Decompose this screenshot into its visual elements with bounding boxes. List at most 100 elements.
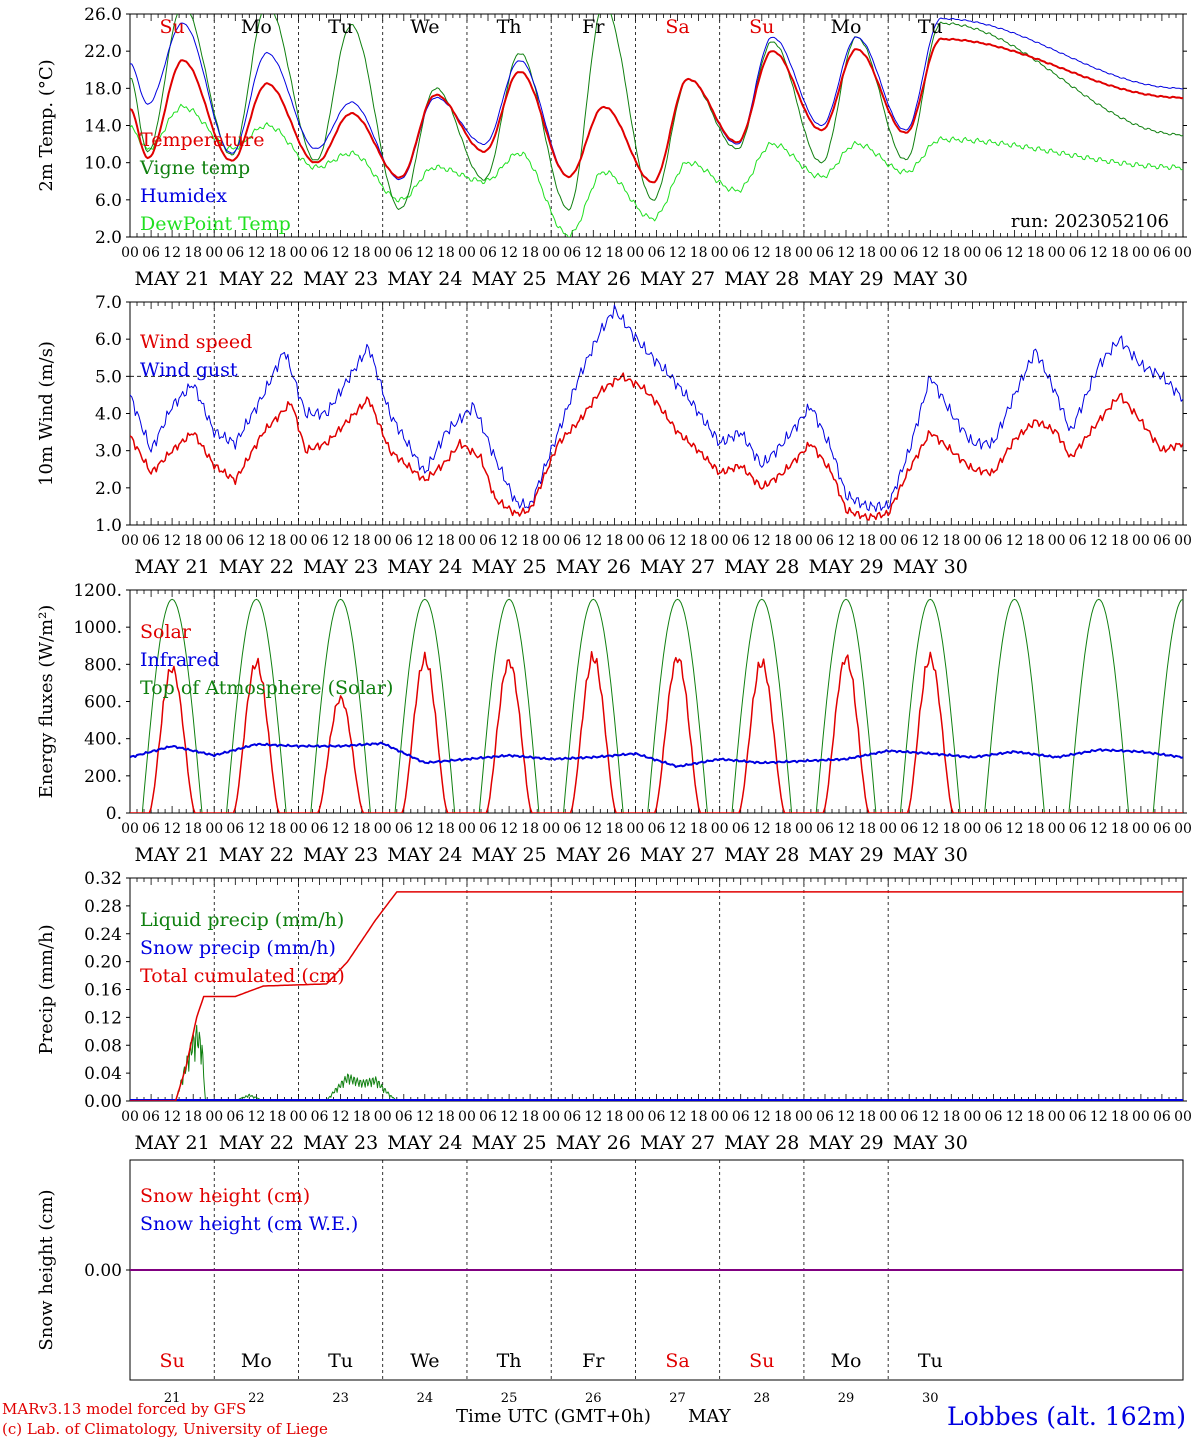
weekday-label: Tu — [918, 16, 943, 38]
hour-tick-label: 18 — [858, 533, 876, 549]
day-label: MAY 22 — [219, 556, 294, 578]
panel-5: 0.00 Snow height (cm) Su Mo Tu We Th Fr Sa Su Mo Tu… — [36, 1159, 1184, 1406]
hour-tick-label: 00 — [879, 245, 897, 261]
hour-tick-label: 12 — [332, 245, 350, 261]
y-axis-label: 10m Wind (m/s) — [36, 341, 57, 486]
hour-tick-label: 18 — [1027, 533, 1045, 549]
day-label: MAY 22 — [219, 844, 294, 866]
hour-tick-label: 00 — [711, 245, 729, 261]
weekday-label: Mo — [831, 1350, 862, 1372]
hour-tick-label: 06 — [648, 533, 666, 549]
hour-tick-label: 12 — [753, 821, 771, 837]
hour-tick-label: 12 — [163, 245, 181, 261]
hour-tick-label: 12 — [837, 821, 855, 837]
hour-tick-label: 00 — [627, 821, 645, 837]
day-label: MAY 26 — [556, 1132, 631, 1154]
hour-tick-label: 00 — [627, 245, 645, 261]
hour-tick-label: 00 — [1132, 245, 1150, 261]
y-tick-label: 10.0 — [84, 154, 122, 174]
hour-tick-label: 00 — [121, 821, 139, 837]
day-label: MAY 25 — [471, 268, 546, 290]
hour-tick-label: 12 — [416, 533, 434, 549]
run-label: run: 2023052106 — [1011, 211, 1169, 232]
day-number-label: 27 — [669, 1391, 686, 1406]
hour-tick-label: 00 — [963, 821, 981, 837]
hour-tick-label: 06 — [648, 821, 666, 837]
hour-tick-label: 06 — [816, 533, 834, 549]
hour-tick-label: 18 — [184, 245, 202, 261]
day-label: MAY 27 — [640, 268, 715, 290]
hour-tick-label: 12 — [921, 821, 939, 837]
y-tick-label: 5.0 — [95, 367, 122, 387]
day-label: MAY 21 — [135, 1132, 210, 1154]
y-tick-label: 7.0 — [95, 293, 122, 313]
series-vigne-temp — [130, 14, 1183, 211]
day-label: MAY 22 — [219, 1132, 294, 1154]
weekday-label: Su — [159, 16, 184, 38]
day-label: MAY 25 — [471, 1132, 546, 1154]
y-axis-label: Snow height (cm) — [36, 1189, 57, 1350]
hour-tick-label: 06 — [816, 245, 834, 261]
hour-tick-label: 00 — [205, 245, 223, 261]
y-tick-label: 0.00 — [84, 1092, 122, 1112]
hour-tick-label: 00 — [458, 821, 476, 837]
hour-tick-label: 06 — [900, 245, 918, 261]
hour-tick-label: 06 — [395, 821, 413, 837]
hour-tick-label: 18 — [774, 821, 792, 837]
hour-tick-label: 00 — [1048, 245, 1066, 261]
series-temperature — [130, 37, 1183, 184]
hour-tick-label: 18 — [1111, 245, 1129, 261]
hour-tick-label: 12 — [247, 533, 265, 549]
hour-tick-label: 06 — [311, 821, 329, 837]
hour-tick-label: 18 — [1027, 821, 1045, 837]
hour-tick-label: 00 — [290, 821, 308, 837]
hour-tick-label: 18 — [437, 821, 455, 837]
hour-tick-label: 18 — [269, 245, 287, 261]
hour-tick-label: 12 — [921, 533, 939, 549]
hour-tick-label: 00 — [458, 533, 476, 549]
hour-tick-label: 12 — [753, 245, 771, 261]
hour-tick-label: 18 — [858, 245, 876, 261]
hour-tick-label: 00 — [290, 533, 308, 549]
copyright: (c) Lab. of Climatology, University of L… — [2, 1420, 328, 1438]
panel-4: 0.00 0.04 0.08 0.12 0.16 0.20 0.24 0.28 0.32 Prec… — [36, 869, 1192, 1154]
hour-tick-label: 00 — [1174, 821, 1192, 837]
hour-tick-label: 06 — [648, 1109, 666, 1125]
hour-tick-label: 00 — [879, 533, 897, 549]
day-label: MAY 25 — [471, 844, 546, 866]
hour-tick-label: 00 — [711, 533, 729, 549]
hour-tick-label: 12 — [500, 245, 518, 261]
hour-tick-label: 12 — [1090, 821, 1108, 837]
day-label: MAY 30 — [893, 268, 968, 290]
hour-tick-label: 00 — [1048, 533, 1066, 549]
hour-tick-label: 18 — [690, 533, 708, 549]
hour-tick-label: 18 — [942, 533, 960, 549]
hour-tick-label: 00 — [795, 533, 813, 549]
weekday-label: Tu — [328, 16, 353, 38]
hour-tick-label: 12 — [163, 533, 181, 549]
hour-tick-label: 06 — [1153, 1109, 1171, 1125]
hour-tick-label: 06 — [226, 533, 244, 549]
hour-tick-label: 06 — [732, 1109, 750, 1125]
day-label: MAY 29 — [808, 268, 883, 290]
series-solar — [130, 651, 1183, 813]
hour-tick-label: 00 — [374, 821, 392, 837]
weekday-label: Tu — [918, 1350, 943, 1372]
day-label: MAY 27 — [640, 844, 715, 866]
legend-entry: Wind gust — [140, 359, 238, 381]
y-tick-label: 0.04 — [84, 1064, 122, 1084]
hour-tick-label: 00 — [290, 1109, 308, 1125]
day-label: MAY 23 — [303, 1132, 378, 1154]
hour-tick-label: 06 — [1069, 533, 1087, 549]
hour-tick-label: 18 — [1111, 1109, 1129, 1125]
hour-tick-label: 18 — [353, 821, 371, 837]
hour-tick-label: 06 — [226, 821, 244, 837]
hour-tick-label: 18 — [858, 1109, 876, 1125]
hour-tick-label: 06 — [1069, 821, 1087, 837]
y-tick-label: 0. — [106, 804, 122, 824]
y-tick-label: 18.0 — [84, 79, 122, 99]
hour-tick-label: 00 — [205, 821, 223, 837]
legend-entry: Temperature — [140, 129, 264, 151]
day-label: MAY 24 — [387, 1132, 462, 1154]
